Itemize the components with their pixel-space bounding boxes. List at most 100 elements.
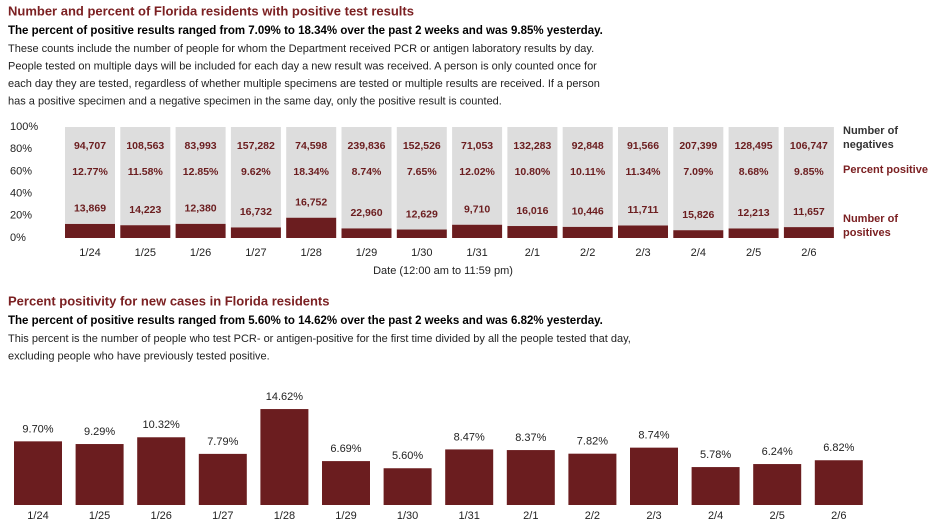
positives-label: 16,016 [516, 205, 548, 217]
negatives-label: 94,707 [74, 140, 106, 152]
negatives-bar [618, 127, 668, 226]
x-tick-label: 2/3 [646, 510, 661, 522]
y-tick-label: 0% [10, 232, 26, 244]
bar [322, 461, 370, 505]
y-tick-label: 80% [10, 143, 32, 155]
x-tick-label: 2/6 [801, 247, 816, 259]
chart-subtitle: The percent of positive results ranged f… [8, 25, 603, 37]
bar [445, 449, 494, 505]
positives-label: 11,711 [628, 204, 659, 216]
negatives-label: 71,053 [461, 140, 493, 152]
bar [814, 460, 863, 505]
value-label: 5.78% [700, 449, 731, 461]
percent-label: 10.11% [570, 166, 606, 178]
negatives-label: 108,563 [126, 140, 164, 152]
value-label: 9.70% [22, 423, 53, 435]
value-label: 8.74% [638, 430, 669, 442]
percent-label: 8.74% [352, 166, 382, 178]
positives-label: 10,446 [572, 206, 604, 218]
negatives-label: 128,495 [735, 140, 773, 152]
positives-label: 12,380 [185, 203, 217, 215]
bar [630, 447, 678, 505]
x-tick-label: 1/30 [397, 510, 418, 522]
negatives-bar [175, 127, 226, 224]
x-tick-label: 1/30 [411, 247, 432, 259]
positives-bar [562, 226, 613, 238]
y-tick-label: 100% [10, 121, 38, 133]
percent-label: 9.62% [241, 166, 271, 178]
positives-bar [175, 223, 226, 238]
negatives-label: 132,283 [513, 140, 551, 152]
x-tick-label: 2/2 [580, 247, 595, 259]
value-label: 7.79% [207, 436, 238, 448]
negatives-label: 92,848 [572, 140, 604, 152]
negatives-label: 207,399 [679, 140, 717, 152]
percent-label: 11.58% [128, 166, 164, 178]
legend-negatives: Number of negatives [843, 125, 898, 151]
negatives-label: 106,747 [790, 140, 828, 152]
percent-label: 12.85% [183, 166, 219, 178]
positives-label: 16,732 [240, 206, 272, 218]
percent-label: 12.77% [72, 166, 108, 178]
positives-label: 22,960 [350, 207, 382, 219]
chart-title: Percent positivity for new cases in Flor… [8, 293, 330, 308]
x-tick-label: 1/26 [150, 510, 171, 522]
bar [568, 453, 617, 505]
chart-subtitle: The percent of positive results ranged f… [8, 315, 603, 327]
x-tick-label: 1/31 [458, 510, 479, 522]
percent-label: 12.02% [459, 166, 495, 178]
positives-bar [618, 225, 668, 238]
x-tick-label: 2/2 [585, 510, 600, 522]
x-tick-label: 1/24 [79, 247, 100, 259]
description-line: has a positive specimen and a negative s… [8, 95, 502, 107]
negatives-bar [673, 127, 724, 231]
x-tick-label: 2/3 [635, 247, 650, 259]
description-line: These counts include the number of peopl… [8, 43, 594, 55]
negatives-bar [562, 127, 613, 227]
bar [506, 450, 555, 505]
y-tick-label: 20% [10, 210, 32, 222]
description-line: each day they are tested, regardless of … [8, 78, 600, 90]
positives-bar [341, 228, 392, 238]
negatives-label: 157,282 [237, 140, 275, 152]
bar [753, 464, 802, 505]
positives-bar [507, 226, 558, 238]
negatives-bar [120, 127, 171, 226]
chart-title: Number and percent of Florida residents … [8, 3, 414, 18]
x-tick-label: 1/31 [466, 247, 487, 259]
bar [75, 444, 124, 505]
negatives-label: 239,836 [348, 140, 386, 152]
value-label: 6.24% [762, 446, 793, 458]
value-label: 9.29% [84, 426, 115, 438]
y-tick-label: 40% [10, 188, 32, 200]
value-label: 6.82% [823, 442, 854, 454]
description-line: This percent is the number of people who… [8, 333, 631, 345]
percent-label: 10.80% [515, 166, 551, 178]
legend-positives: Number of positives [843, 213, 898, 239]
value-label: 7.82% [577, 436, 608, 448]
bar [260, 409, 309, 505]
bar [383, 468, 432, 505]
bar [14, 441, 62, 505]
percent-label: 11.34% [625, 166, 661, 178]
positives-bar [783, 227, 834, 238]
negatives-label: 152,526 [403, 140, 441, 152]
positives-label: 13,869 [74, 203, 106, 215]
x-tick-label: 1/26 [190, 247, 211, 259]
negatives-bar [65, 127, 115, 224]
negatives-bar [341, 127, 392, 229]
negatives-bar [783, 127, 834, 228]
negatives-label: 74,598 [295, 140, 327, 152]
negatives-bar [507, 127, 558, 227]
negatives-bar [230, 127, 281, 228]
legend-percent: Percent positive [843, 164, 928, 176]
value-label: 6.69% [330, 443, 361, 455]
positives-label: 14,223 [129, 204, 161, 216]
positives-label: 11,657 [793, 206, 825, 218]
x-tick-label: 2/1 [523, 510, 538, 522]
x-tick-label: 1/29 [356, 247, 377, 259]
bar [198, 453, 247, 505]
description-line: People tested on multiple days will be i… [8, 60, 597, 72]
positives-label: 12,213 [738, 207, 770, 219]
x-tick-label: 1/29 [335, 510, 356, 522]
